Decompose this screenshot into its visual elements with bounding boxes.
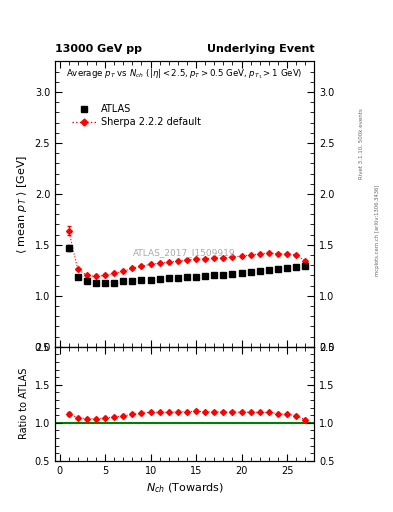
Text: mcplots.cern.ch [arXiv:1306.3436]: mcplots.cern.ch [arXiv:1306.3436]	[375, 185, 380, 276]
Legend: ATLAS, Sherpa 2.2.2 default: ATLAS, Sherpa 2.2.2 default	[68, 100, 205, 131]
Text: Average $p_T$ vs $N_{ch}$ ($|\eta| < 2.5, p_T > 0.5$ GeV, $p_{T_1} > 1$ GeV): Average $p_T$ vs $N_{ch}$ ($|\eta| < 2.5…	[66, 67, 303, 81]
Y-axis label: Ratio to ATLAS: Ratio to ATLAS	[19, 368, 29, 439]
Text: Rivet 3.1.10, 500k events: Rivet 3.1.10, 500k events	[359, 108, 364, 179]
X-axis label: $N_{ch}$ (Towards): $N_{ch}$ (Towards)	[146, 481, 224, 495]
Y-axis label: $\langle$ mean $p_T$ $\rangle$ [GeV]: $\langle$ mean $p_T$ $\rangle$ [GeV]	[15, 155, 29, 254]
Text: 13000 GeV pp: 13000 GeV pp	[55, 44, 142, 54]
Text: ATLAS_2017_I1509919: ATLAS_2017_I1509919	[133, 248, 236, 257]
Text: Underlying Event: Underlying Event	[207, 44, 314, 54]
